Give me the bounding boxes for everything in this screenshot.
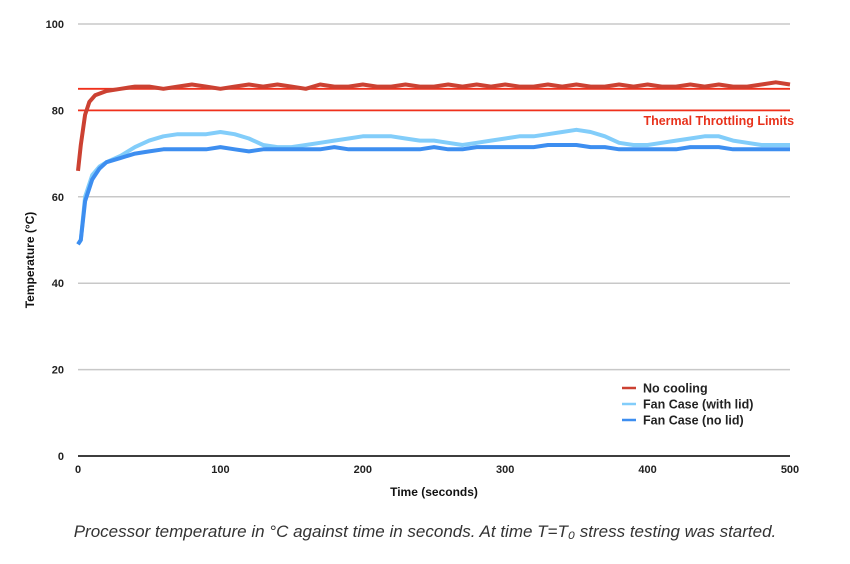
y-tick-label: 20 [52,365,64,377]
series-line [76,127,790,246]
x-tick-label: 100 [211,464,229,476]
x-tick-label: 500 [781,464,799,476]
y-tick-label: 100 [46,19,64,31]
temperature-chart: 0 20 40 60 80 100 0 100 200 300 400 500 Time (second… [23,19,799,499]
legend-label: Fan Case (with lid) [643,398,753,412]
series-line [76,143,790,246]
x-axis-title: Time (seconds) [390,485,478,499]
y-tick-label: 0 [58,451,64,463]
x-tick-label: 400 [638,464,656,476]
y-tick-label: 60 [52,192,64,204]
x-tick-label: 300 [496,464,514,476]
y-axis-title: Temperature (°C) [23,212,37,309]
y-tick-label: 40 [52,278,64,290]
legend-label: Fan Case (no lid) [643,414,744,428]
x-tick-label: 200 [354,464,372,476]
y-tick-label: 80 [52,105,64,117]
figure-caption: Processor temperature in °C against time… [73,522,777,541]
legend-label: No cooling [643,382,708,396]
annotation-label: Thermal Throttling Limits [643,114,794,128]
series-line [76,80,791,172]
x-tick-label: 0 [75,464,81,476]
